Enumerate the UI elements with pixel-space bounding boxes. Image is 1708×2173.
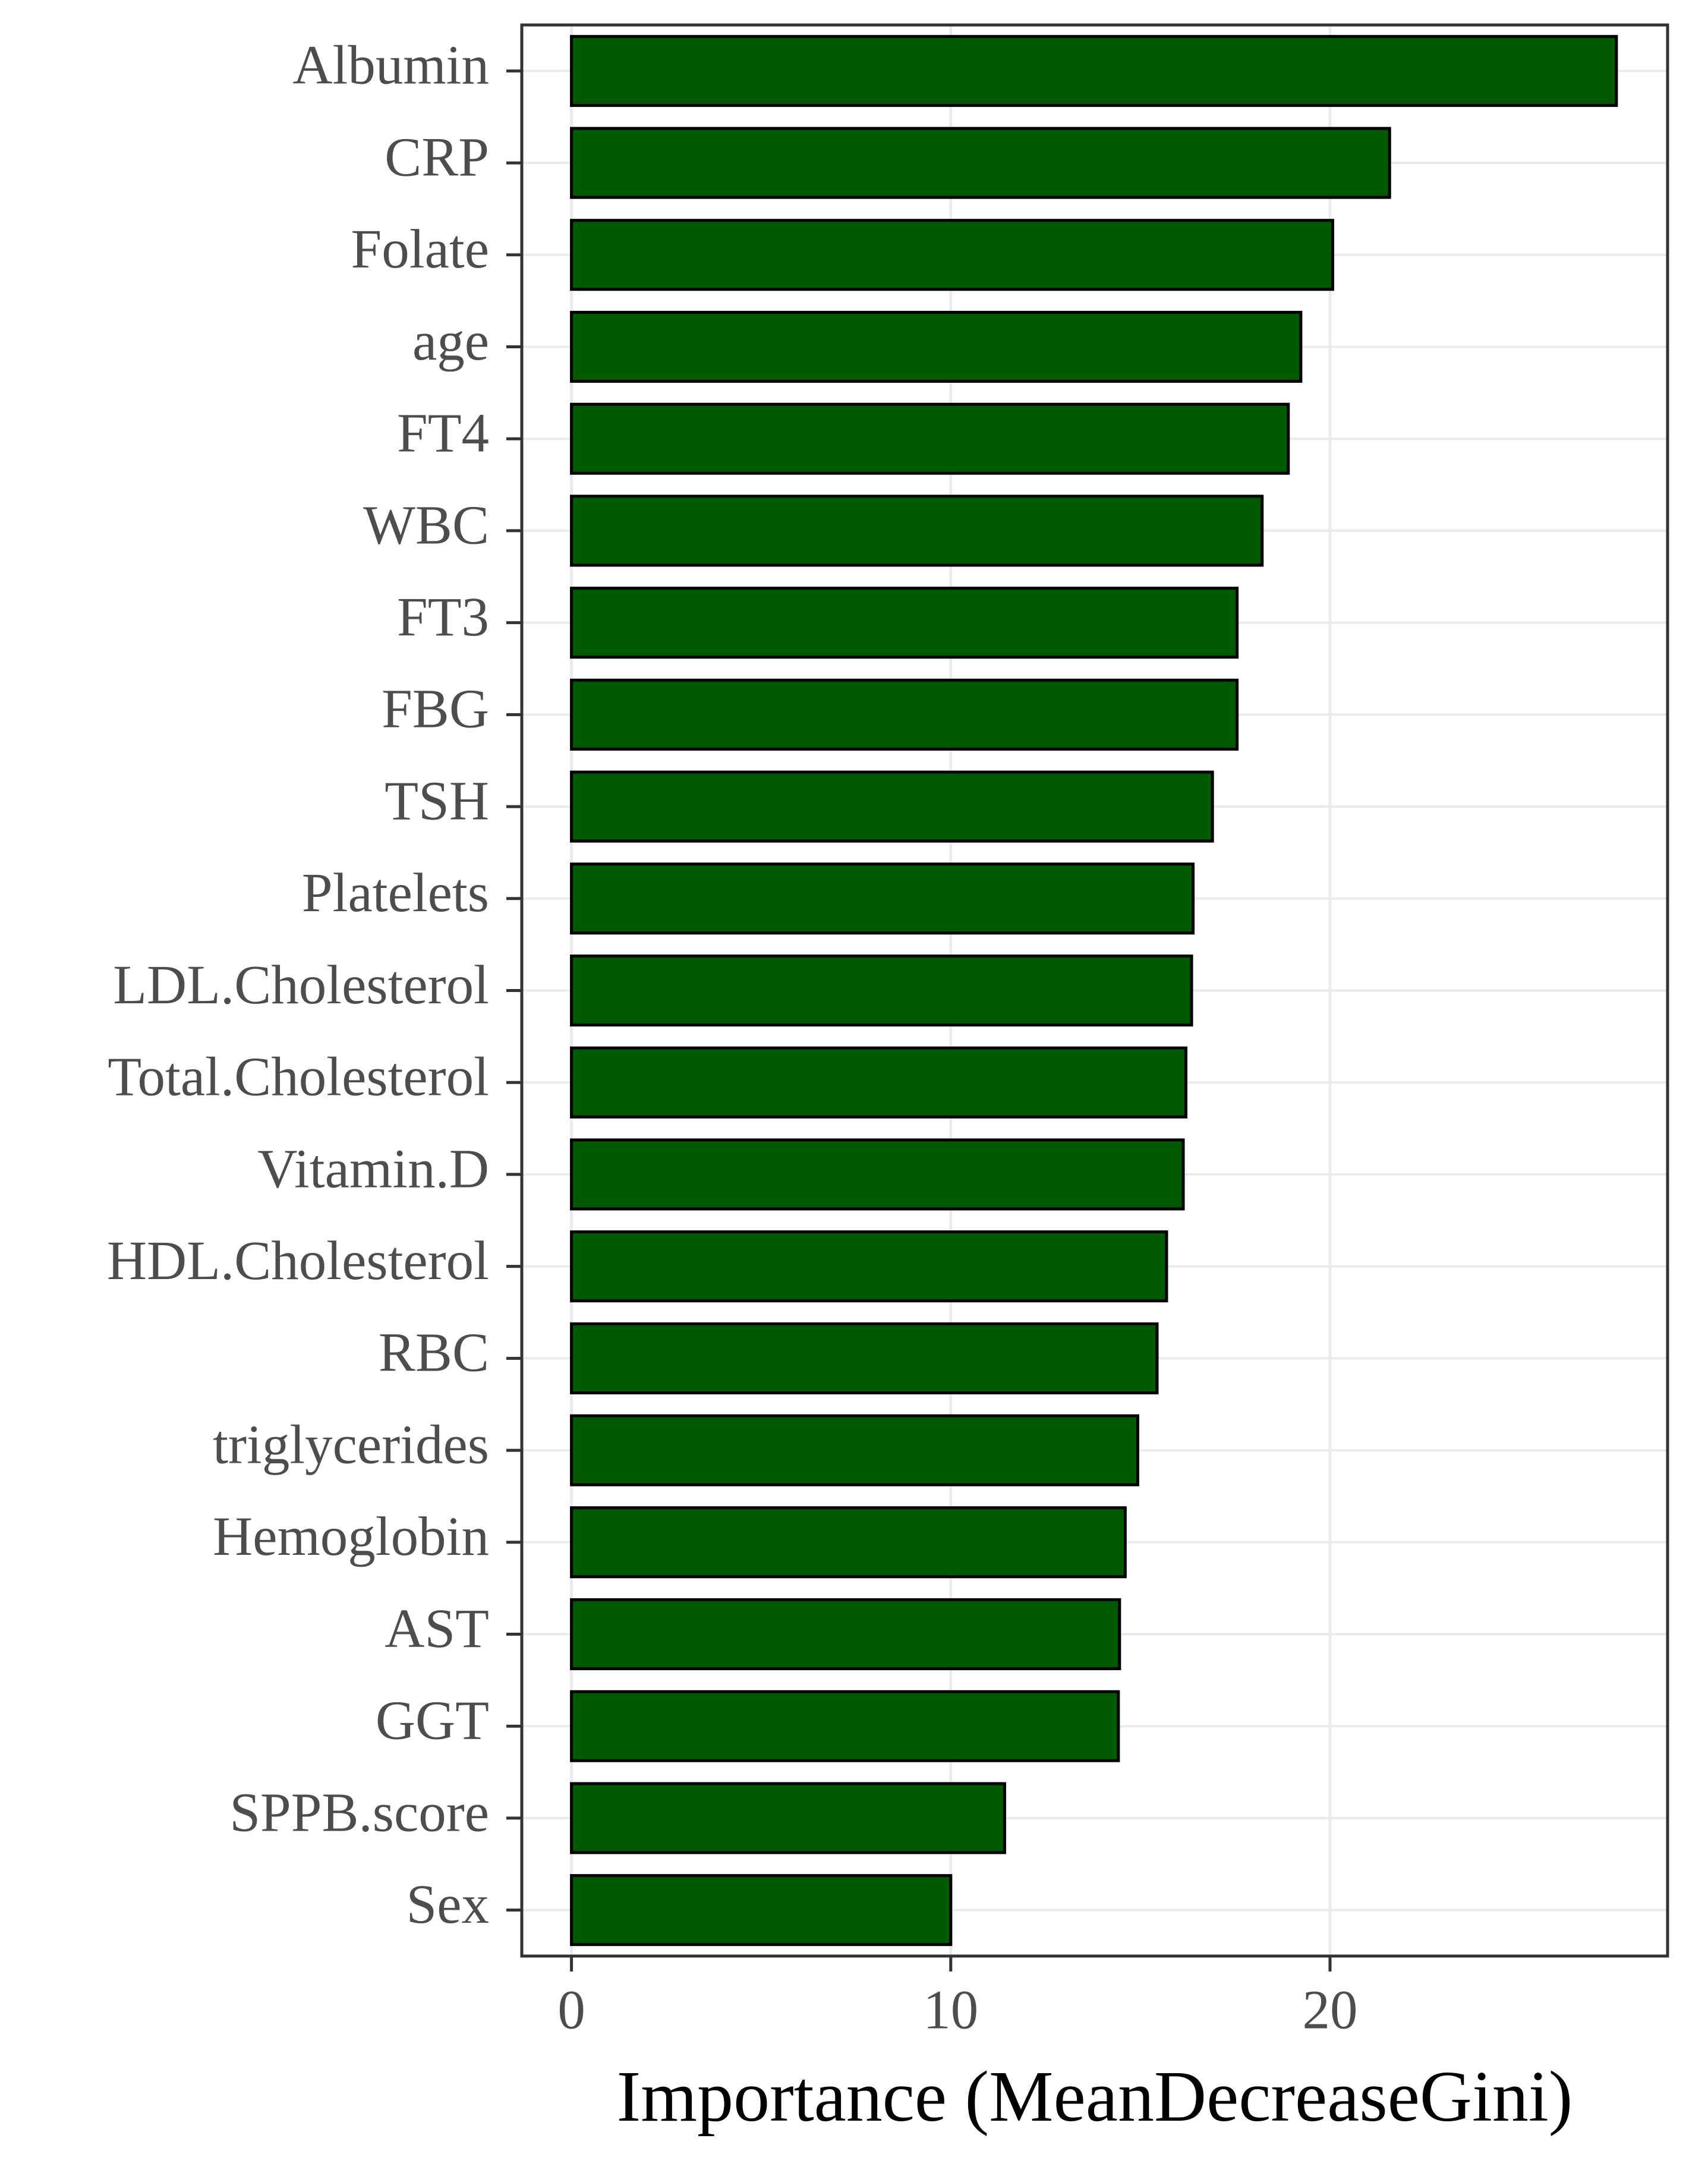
y-tick-label: triglycerides — [213, 1414, 489, 1475]
y-tick-label: Albumin — [292, 35, 489, 96]
y-tick-label: AST — [385, 1598, 489, 1659]
y-tick-label: FT4 — [397, 403, 489, 464]
bar — [570, 402, 1290, 475]
bar — [570, 770, 1214, 843]
x-tick-label: 10 — [923, 1979, 978, 2040]
y-tick-label: age — [412, 311, 489, 372]
bar — [570, 127, 1391, 199]
bar — [570, 954, 1193, 1027]
y-tick-label: Sex — [406, 1874, 490, 1935]
bar — [570, 1506, 1127, 1579]
bar — [570, 310, 1303, 383]
y-tick-label: FBG — [382, 679, 489, 740]
bar — [570, 1874, 953, 1947]
y-tick-label: Total.Cholesterol — [108, 1047, 489, 1108]
y-tick-label: CRP — [385, 127, 489, 188]
y-tick-label: FT3 — [397, 587, 489, 648]
bar — [570, 587, 1239, 659]
y-tick-label: WBC — [363, 495, 489, 556]
bar — [570, 219, 1334, 291]
bar — [570, 495, 1264, 567]
bar — [570, 1322, 1159, 1394]
x-tick-label: 0 — [557, 1979, 585, 2040]
bar — [570, 1598, 1121, 1671]
y-tick-label: Platelets — [302, 862, 489, 924]
y-tick-label: Folate — [351, 219, 489, 280]
bar — [570, 678, 1239, 751]
x-tick-label: 20 — [1303, 1979, 1358, 2040]
bar — [570, 862, 1195, 935]
bar — [570, 34, 1618, 107]
x-axis-title: Importance (MeanDecreaseGini) — [617, 2057, 1573, 2137]
bar — [570, 1046, 1187, 1119]
y-tick-label: GGT — [376, 1690, 489, 1752]
bar — [570, 1138, 1185, 1211]
bar — [570, 1690, 1120, 1762]
y-tick-label: LDL.Cholesterol — [113, 955, 489, 1016]
y-tick-label: TSH — [385, 770, 489, 832]
y-tick-label: HDL.Cholesterol — [107, 1230, 489, 1292]
bar — [570, 1414, 1139, 1487]
panel-border — [520, 23, 1669, 1958]
y-tick-label: RBC — [379, 1322, 489, 1384]
y-tick-label: Hemoglobin — [213, 1506, 489, 1567]
bar — [570, 1782, 1006, 1854]
y-tick-label: SPPB.score — [229, 1782, 489, 1843]
bar — [570, 1230, 1168, 1303]
y-tick-label: Vitamin.D — [257, 1138, 489, 1199]
